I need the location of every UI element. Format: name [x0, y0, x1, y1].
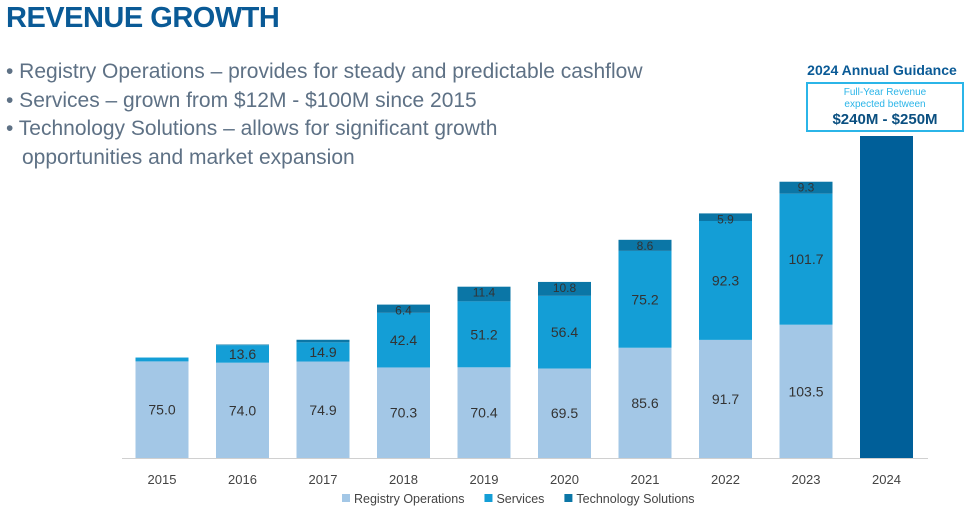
legend-label: Technology Solutions [576, 492, 694, 506]
bullet-list: • Registry Operations – provides for ste… [6, 58, 776, 172]
x-tick-label: 2016 [228, 472, 257, 487]
data-label: 91.7 [712, 391, 739, 407]
data-label: 69.5 [551, 405, 578, 421]
x-tick-label: 2024 [872, 472, 901, 487]
bullet-services: • Services – grown from $12M - $100M sin… [6, 88, 477, 112]
data-label: 10.8 [553, 281, 577, 295]
data-label: 103.5 [788, 383, 823, 399]
x-tick-label: 2019 [470, 472, 499, 487]
bar-registry-operations-2022 [699, 339, 752, 458]
data-label: 85.6 [631, 395, 658, 411]
data-label: 75.2 [631, 291, 658, 307]
bar-registry-operations-2023 [779, 324, 833, 458]
bar-services-2017 [296, 342, 350, 362]
legend-swatch [564, 494, 573, 502]
page-title: REVENUE GROWTH [6, 2, 280, 34]
x-tick-label: 2022 [711, 472, 740, 487]
legend-swatch [342, 494, 350, 502]
data-label: 11.4 [473, 286, 496, 300]
bar-guidance-2024 [860, 136, 913, 458]
bar-technology-solutions-2018 [377, 304, 430, 313]
guidance-box: Full-Year Revenue expected between $240M… [806, 82, 964, 132]
x-tick-label: 2018 [389, 472, 418, 487]
legend-swatch [484, 494, 493, 502]
guidance-range: $240M - $250M [832, 111, 938, 128]
bullet-technology-cont: opportunities and market expansion [22, 145, 355, 169]
bar-services-2021 [618, 250, 672, 348]
bar-registry-operations-2016 [216, 362, 269, 458]
bar-technology-solutions-2020 [538, 281, 591, 296]
bar-services-2015 [135, 357, 189, 362]
bullet-registry: • Registry Operations – provides for ste… [6, 60, 643, 83]
bar-services-2023 [779, 193, 833, 325]
bar-services-2022 [699, 221, 752, 340]
bar-services-2019 [457, 301, 511, 368]
bar-services-2020 [538, 295, 591, 369]
data-label: 42.4 [390, 332, 417, 348]
x-tick-label: 2023 [792, 472, 821, 487]
data-label: 14.9 [309, 344, 336, 360]
bullet-technology: • Technology Solutions – allows for sign… [6, 117, 498, 140]
data-label: 70.4 [470, 405, 497, 421]
bar-registry-operations-2021 [618, 347, 672, 458]
data-label: 8.6 [637, 239, 654, 253]
bar-registry-operations-2020 [538, 368, 591, 458]
bar-services-2016 [216, 345, 269, 363]
data-label: 74.9 [309, 402, 336, 418]
bar-registry-operations-2018 [377, 367, 430, 458]
bar-registry-operations-2017 [296, 361, 350, 458]
data-label: 74.0 [229, 402, 256, 418]
data-label: 70.3 [390, 405, 417, 421]
guidance-title: 2024 Annual Guidance [807, 62, 957, 78]
x-tick-label: 2021 [631, 472, 660, 487]
bar-registry-operations-2015 [135, 361, 189, 458]
bar-technology-solutions-2016 [216, 344, 269, 346]
bar-technology-solutions-2019 [457, 286, 511, 302]
legend-label: Registry Operations [354, 492, 464, 506]
data-label: 92.3 [712, 272, 739, 288]
bar-technology-solutions-2022 [699, 213, 752, 222]
guidance-line2: expected between [844, 99, 926, 110]
data-label: 75.0 [148, 402, 175, 418]
x-tick-label: 2020 [550, 472, 579, 487]
bar-registry-operations-2019 [457, 367, 511, 458]
data-label: 56.4 [551, 324, 578, 340]
data-label: 9.3 [798, 181, 815, 195]
data-label: 5.9 [717, 212, 734, 226]
bar-technology-solutions-2021 [618, 239, 672, 251]
data-label: 6.4 [395, 304, 412, 318]
x-tick-label: 2015 [148, 472, 177, 487]
data-label: 101.7 [788, 251, 823, 267]
data-label: 51.2 [470, 326, 497, 342]
data-label: 13.6 [229, 346, 256, 362]
guidance-line1: Full-Year Revenue [843, 87, 927, 98]
legend-label: Services [496, 492, 544, 506]
bar-technology-solutions-2023 [779, 181, 833, 194]
x-tick-label: 2017 [309, 472, 338, 487]
bar-technology-solutions-2017 [296, 339, 350, 343]
bar-services-2018 [377, 312, 430, 368]
